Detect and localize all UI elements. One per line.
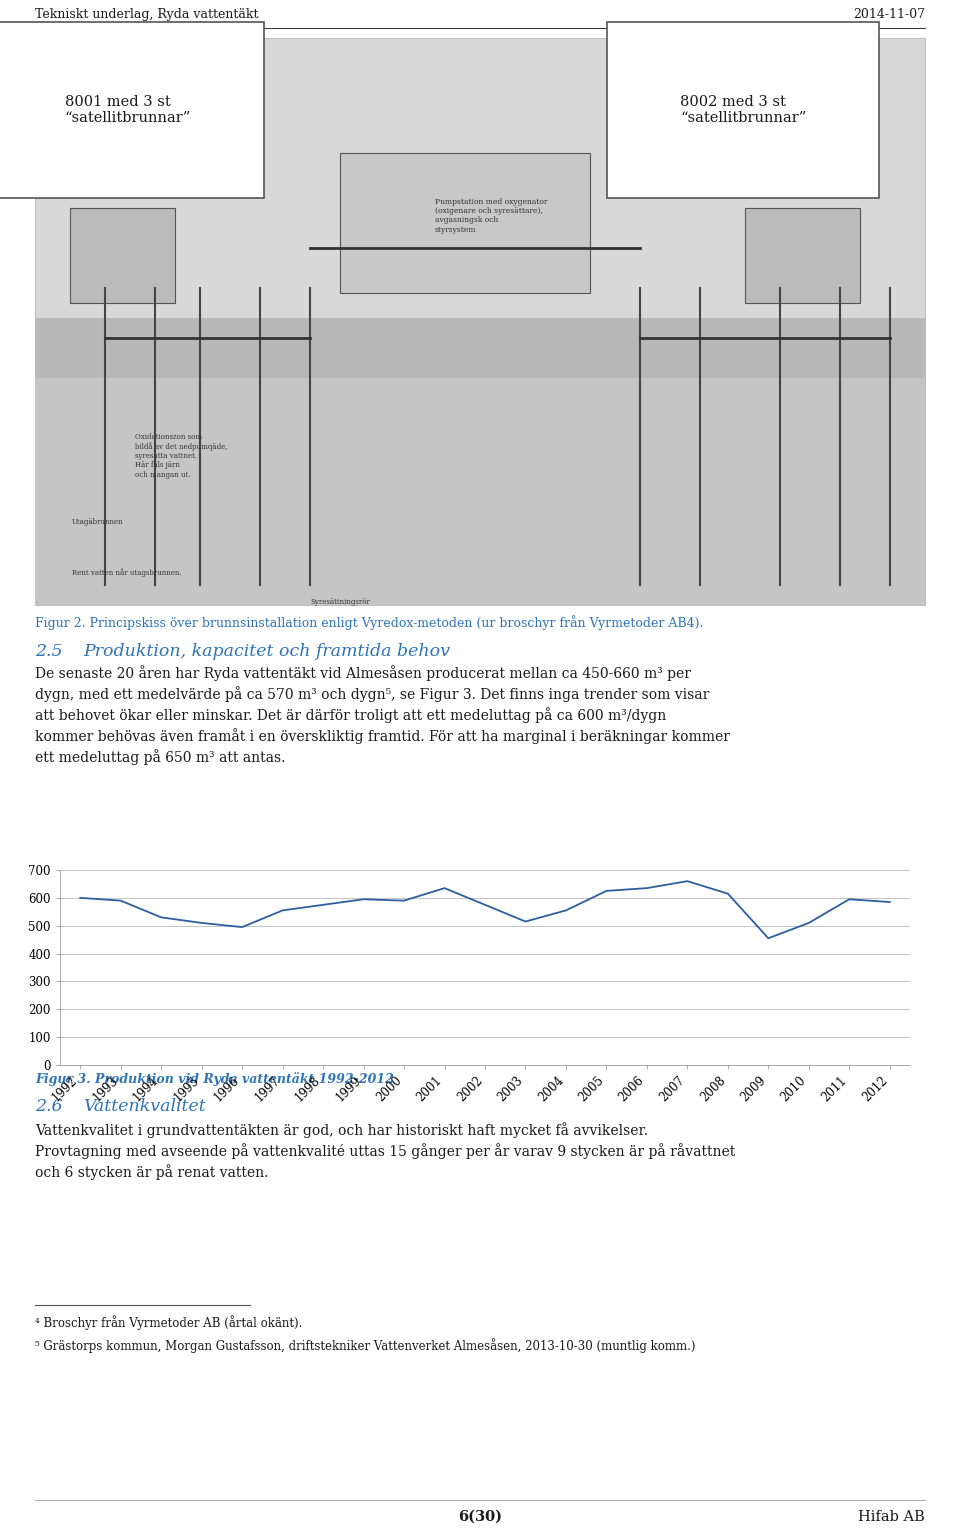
Text: Produktion, kapacitet och framtida behov: Produktion, kapacitet och framtida behov bbox=[83, 644, 450, 660]
Bar bbox=[340, 154, 590, 293]
Text: 8002 med 3 st
“satellitbrunnar”: 8002 med 3 st “satellitbrunnar” bbox=[680, 95, 806, 126]
Text: Oxidationszon som
bildå av det nedpumqäde,
syresatta vattnet.
Här fäls järn
och : Oxidationszon som bildå av det nedpumqäd… bbox=[135, 433, 228, 479]
Text: Figur 3. Produktion vid Ryda vattentäkt 1992-2012: Figur 3. Produktion vid Ryda vattentäkt … bbox=[35, 1072, 394, 1086]
Text: 2014-11-07: 2014-11-07 bbox=[853, 8, 925, 22]
Text: ⁴ Broschyr från Vyrmetoder AB (årtal okänt).: ⁴ Broschyr från Vyrmetoder AB (årtal okä… bbox=[35, 1315, 302, 1330]
Text: dygn, med ett medelvärde på ca 570 m³ och dygn⁵, se Figur 3. Det finns inga tren: dygn, med ett medelvärde på ca 570 m³ oc… bbox=[35, 687, 709, 702]
Text: De senaste 20 åren har Ryda vattentäkt vid Almesåsen producerat mellan ca 450-66: De senaste 20 åren har Ryda vattentäkt v… bbox=[35, 665, 691, 680]
Text: kommer behövas även framåt i en överskliktig framtid. För att ha marginal i berä: kommer behövas även framåt i en överskli… bbox=[35, 728, 730, 743]
Text: Provtagning med avseende på vattenkvalité uttas 15 gånger per år varav 9 stycken: Provtagning med avseende på vattenkvalit… bbox=[35, 1143, 735, 1158]
Text: Syresättningsrör: Syresättningsrör bbox=[310, 598, 370, 607]
Text: 6(30): 6(30) bbox=[458, 1510, 502, 1524]
Text: 2.6: 2.6 bbox=[35, 1098, 62, 1115]
FancyBboxPatch shape bbox=[35, 318, 925, 378]
Text: Rent vatten når utagsbrunnen.: Rent vatten når utagsbrunnen. bbox=[72, 568, 181, 576]
Text: 8001 med 3 st
“satellitbrunnar”: 8001 med 3 st “satellitbrunnar” bbox=[65, 95, 191, 126]
FancyBboxPatch shape bbox=[35, 38, 925, 605]
Text: Utagäbrunnen: Utagäbrunnen bbox=[72, 518, 124, 525]
Text: och 6 stycken är på renat vatten.: och 6 stycken är på renat vatten. bbox=[35, 1164, 269, 1180]
Text: Figur 2. Principskiss över brunnsinstallation enligt Vyredox-metoden (ur broschy: Figur 2. Principskiss över brunnsinstall… bbox=[35, 614, 704, 630]
Text: Hifab AB: Hifab AB bbox=[858, 1510, 925, 1524]
Text: 2.5: 2.5 bbox=[35, 644, 62, 660]
Bar bbox=[70, 207, 175, 303]
Text: Vattenkvalitet i grundvattentäkten är god, och har historiskt haft mycket få avv: Vattenkvalitet i grundvattentäkten är go… bbox=[35, 1121, 648, 1138]
Text: ⁵ Grästorps kommun, Morgan Gustafsson, driftstekniker Vattenverket Almesåsen, 20: ⁵ Grästorps kommun, Morgan Gustafsson, d… bbox=[35, 1338, 695, 1353]
Text: att behovet ökar eller minskar. Det är därför troligt att ett medeluttag på ca 6: att behovet ökar eller minskar. Det är d… bbox=[35, 707, 666, 723]
Text: Pumpstation med oxygenator
(oxigenare och syresättare),
avgasningsk och
styrsyst: Pumpstation med oxygenator (oxigenare oc… bbox=[435, 198, 547, 233]
Text: Vattenkvalitet: Vattenkvalitet bbox=[83, 1098, 205, 1115]
Text: Tekniskt underlag, Ryda vattentäkt: Tekniskt underlag, Ryda vattentäkt bbox=[35, 8, 258, 22]
Text: ett medeluttag på 650 m³ att antas.: ett medeluttag på 650 m³ att antas. bbox=[35, 750, 285, 765]
FancyBboxPatch shape bbox=[35, 378, 925, 605]
Bar bbox=[745, 207, 860, 303]
